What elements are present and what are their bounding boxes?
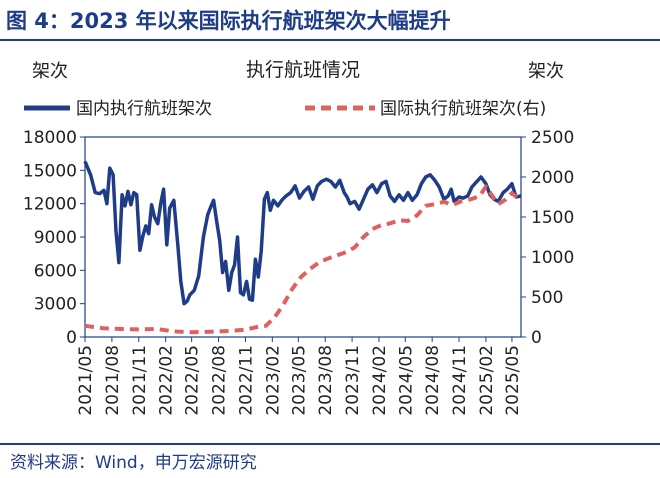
left-axis: 0 3000 6000 9000 12000 15000 18000 bbox=[23, 128, 85, 348]
x-axis-tick-label: 2025/05 bbox=[503, 345, 523, 416]
x-axis-tick-label: 2025/02 bbox=[477, 345, 497, 416]
left-axis-tick-label: 3000 bbox=[34, 295, 77, 315]
left-axis-tick-label: 9000 bbox=[34, 228, 77, 248]
x-axis-tick-label: 2022/11 bbox=[236, 345, 256, 416]
x-axis-tick-label: 2024/11 bbox=[450, 345, 470, 416]
x-axis-tick-label: 2021/05 bbox=[76, 345, 96, 416]
x-axis-tick-label: 2024/05 bbox=[396, 345, 416, 416]
x-axis-tick-label: 2023/05 bbox=[289, 345, 309, 416]
left-axis-tick-label: 0 bbox=[66, 328, 77, 348]
right-axis-tick-label: 1500 bbox=[531, 208, 574, 228]
chart-title: 执行航班情况 bbox=[246, 59, 360, 81]
left-axis-unit: 架次 bbox=[32, 61, 68, 82]
title-rule bbox=[0, 39, 660, 41]
x-axis-tick-label: 2023/11 bbox=[343, 345, 363, 416]
x-axis-tick-label: 2022/08 bbox=[210, 345, 230, 416]
left-axis-tick-label: 15000 bbox=[23, 161, 77, 181]
right-axis-tick-label: 2500 bbox=[531, 128, 574, 148]
x-axis: 2021/05 2021/08 2021/11 2022/02 2022/05 2022/… bbox=[76, 337, 523, 416]
x-axis-tick-label: 2022/02 bbox=[157, 345, 177, 416]
source-note: 资料来源：Wind，申万宏源研究 bbox=[10, 453, 257, 473]
right-axis: 0 500 1000 1500 2000 2500 bbox=[521, 128, 574, 348]
series-lines bbox=[83, 160, 523, 335]
x-axis-tick-label: 2023/08 bbox=[316, 345, 336, 416]
plot-frame bbox=[84, 136, 522, 338]
x-axis-tick-label: 2024/08 bbox=[423, 345, 443, 416]
left-axis-tick-label: 6000 bbox=[34, 261, 77, 281]
right-axis-unit: 架次 bbox=[528, 61, 564, 82]
x-axis-tick-label: 2024/02 bbox=[370, 345, 390, 416]
domestic-flights-line bbox=[83, 160, 522, 306]
right-axis-tick-label: 1000 bbox=[531, 248, 574, 268]
source-rule bbox=[0, 443, 660, 445]
x-axis-tick-label: 2022/05 bbox=[183, 345, 203, 416]
legend-label-domestic: 国内执行航班架次 bbox=[76, 99, 212, 119]
left-axis-tick-label: 12000 bbox=[23, 195, 77, 215]
right-axis-tick-label: 500 bbox=[531, 288, 563, 308]
x-axis-tick-label: 2021/08 bbox=[103, 345, 123, 416]
right-axis-tick-label: 2000 bbox=[531, 168, 574, 188]
right-axis-tick-label: 0 bbox=[531, 328, 542, 348]
left-axis-tick-label: 18000 bbox=[23, 128, 77, 148]
x-axis-tick-label: 2021/11 bbox=[130, 345, 150, 416]
legend-label-international: 国际执行航班架次(右) bbox=[380, 99, 546, 119]
figure-title: 图 4：2023 年以来国际执行航班架次大幅提升 bbox=[6, 9, 451, 33]
x-axis-tick-label: 2023/02 bbox=[263, 345, 283, 416]
international-flights-line bbox=[84, 184, 523, 335]
